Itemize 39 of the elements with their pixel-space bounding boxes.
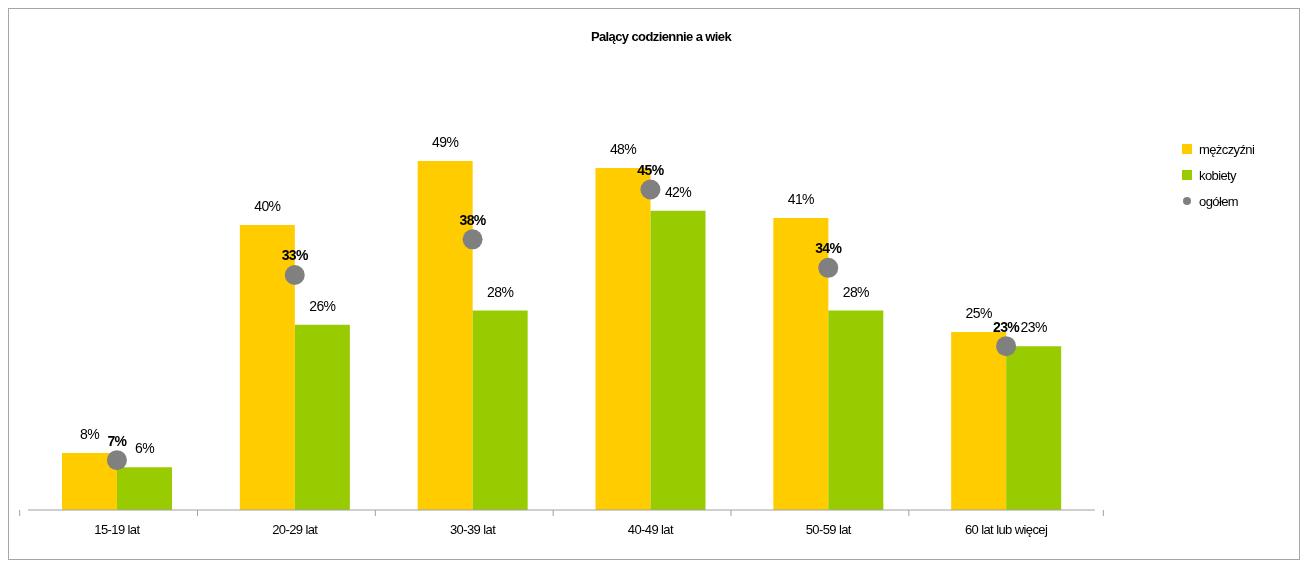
point xyxy=(996,336,1017,357)
data-label: 26% xyxy=(309,297,336,314)
data-label: 23% xyxy=(1020,319,1047,336)
data-label: 6% xyxy=(134,440,155,457)
data-label: 40% xyxy=(254,198,281,215)
legend-label: mężczyźni xyxy=(1199,141,1255,157)
bar xyxy=(294,324,350,510)
bar xyxy=(650,210,706,510)
legend-label: kobiety xyxy=(1199,167,1236,183)
data-label: 7% xyxy=(107,432,128,449)
data-label: 25% xyxy=(965,304,992,321)
data-label: 41% xyxy=(787,190,815,207)
data-label: 42% xyxy=(664,183,692,200)
point xyxy=(818,257,839,278)
point xyxy=(106,450,127,471)
data-label: 8% xyxy=(79,426,100,443)
data-label: 28% xyxy=(842,283,870,300)
data-label: 28% xyxy=(487,283,514,300)
data-label: 49% xyxy=(432,134,459,150)
bar xyxy=(828,310,884,510)
point xyxy=(640,179,661,200)
x-tick-label: 15-19 lat xyxy=(94,522,141,537)
point xyxy=(462,229,483,250)
bar xyxy=(117,467,172,510)
bar xyxy=(951,331,1007,510)
x-tick-label: 60 lat lub więcej xyxy=(964,522,1048,537)
bar xyxy=(62,453,117,510)
data-label: 23% xyxy=(992,318,1021,335)
x-tick-label: 30-39 lat xyxy=(449,522,497,537)
x-tick-label: 20-29 lat xyxy=(272,522,319,537)
legend-label: ogółem xyxy=(1199,193,1239,209)
data-label: 48% xyxy=(609,141,637,158)
bar xyxy=(472,310,528,510)
data-label: 45% xyxy=(637,161,665,178)
x-tick-label: 50-59 lat xyxy=(805,522,852,537)
chart-title: Palący codziennie a wiek xyxy=(589,29,733,44)
point xyxy=(284,264,305,285)
x-tick-label: 40-49 lat xyxy=(627,522,674,537)
bar xyxy=(1006,346,1062,510)
